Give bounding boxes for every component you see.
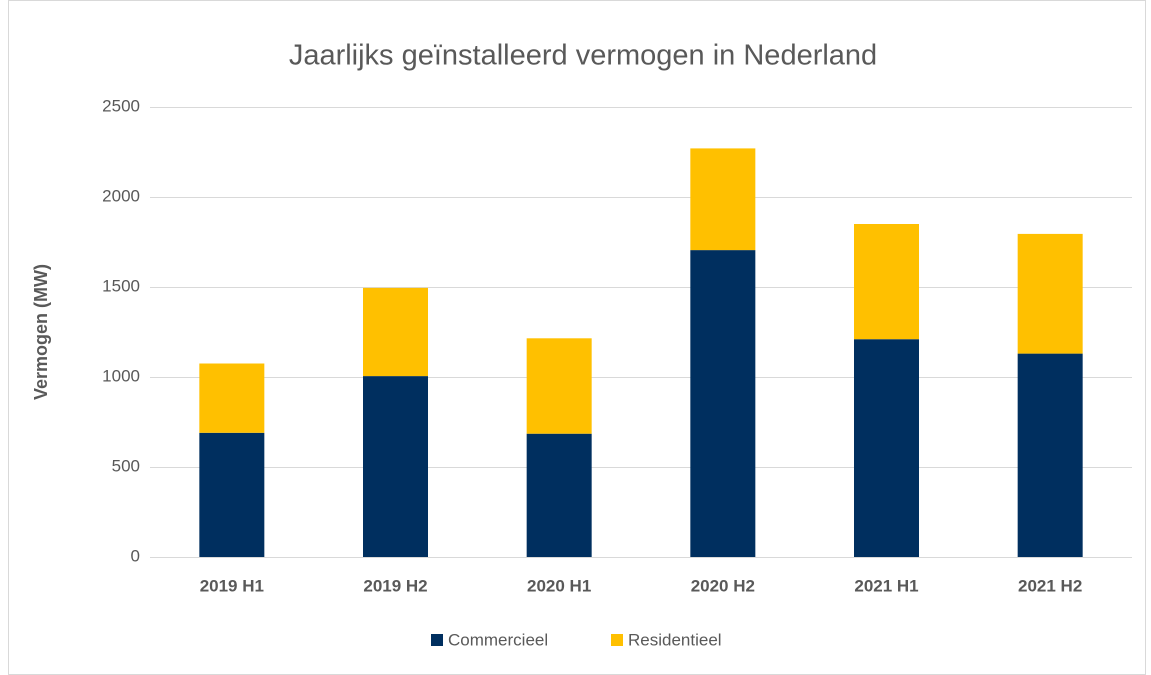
x-tick-label: 2021 H1 <box>854 576 918 595</box>
bar-segment <box>1017 233 1083 354</box>
chart-title: Jaarlijks geïnstalleerd vermogen in Nede… <box>289 40 877 72</box>
bar-segment <box>199 363 265 433</box>
bar-segment <box>526 433 592 557</box>
y-tick-label: 0 <box>131 546 140 565</box>
x-tick-label: 2020 H2 <box>691 576 755 595</box>
y-tick-label: 2500 <box>102 96 140 115</box>
y-tick-label: 1000 <box>102 366 140 385</box>
y-tick-label: 500 <box>112 456 140 475</box>
x-tick-label: 2021 H2 <box>1018 576 1082 595</box>
x-tick-label: 2019 H2 <box>363 576 427 595</box>
x-tick-label: 2020 H1 <box>527 576 591 595</box>
bar-segment <box>690 250 756 557</box>
bar-segment <box>363 376 428 557</box>
chart-frame <box>8 0 1146 675</box>
bar-segment <box>1017 353 1083 557</box>
legend-swatch <box>431 634 443 646</box>
bar-segment <box>690 148 756 251</box>
y-tick-label: 1500 <box>102 276 140 295</box>
legend-swatch <box>611 634 623 646</box>
legend-label: Residentieel <box>628 630 722 649</box>
bar-segment <box>854 339 919 557</box>
legend-label: Commercieel <box>448 630 548 649</box>
x-tick-label: 2019 H1 <box>200 576 264 595</box>
y-tick-label: 2000 <box>102 186 140 205</box>
bar-segment <box>199 432 265 557</box>
bar-segment <box>526 338 592 434</box>
y-axis-label: Vermogen (MW) <box>31 264 51 400</box>
bar-segment <box>854 224 919 340</box>
bar-segment <box>363 287 428 377</box>
